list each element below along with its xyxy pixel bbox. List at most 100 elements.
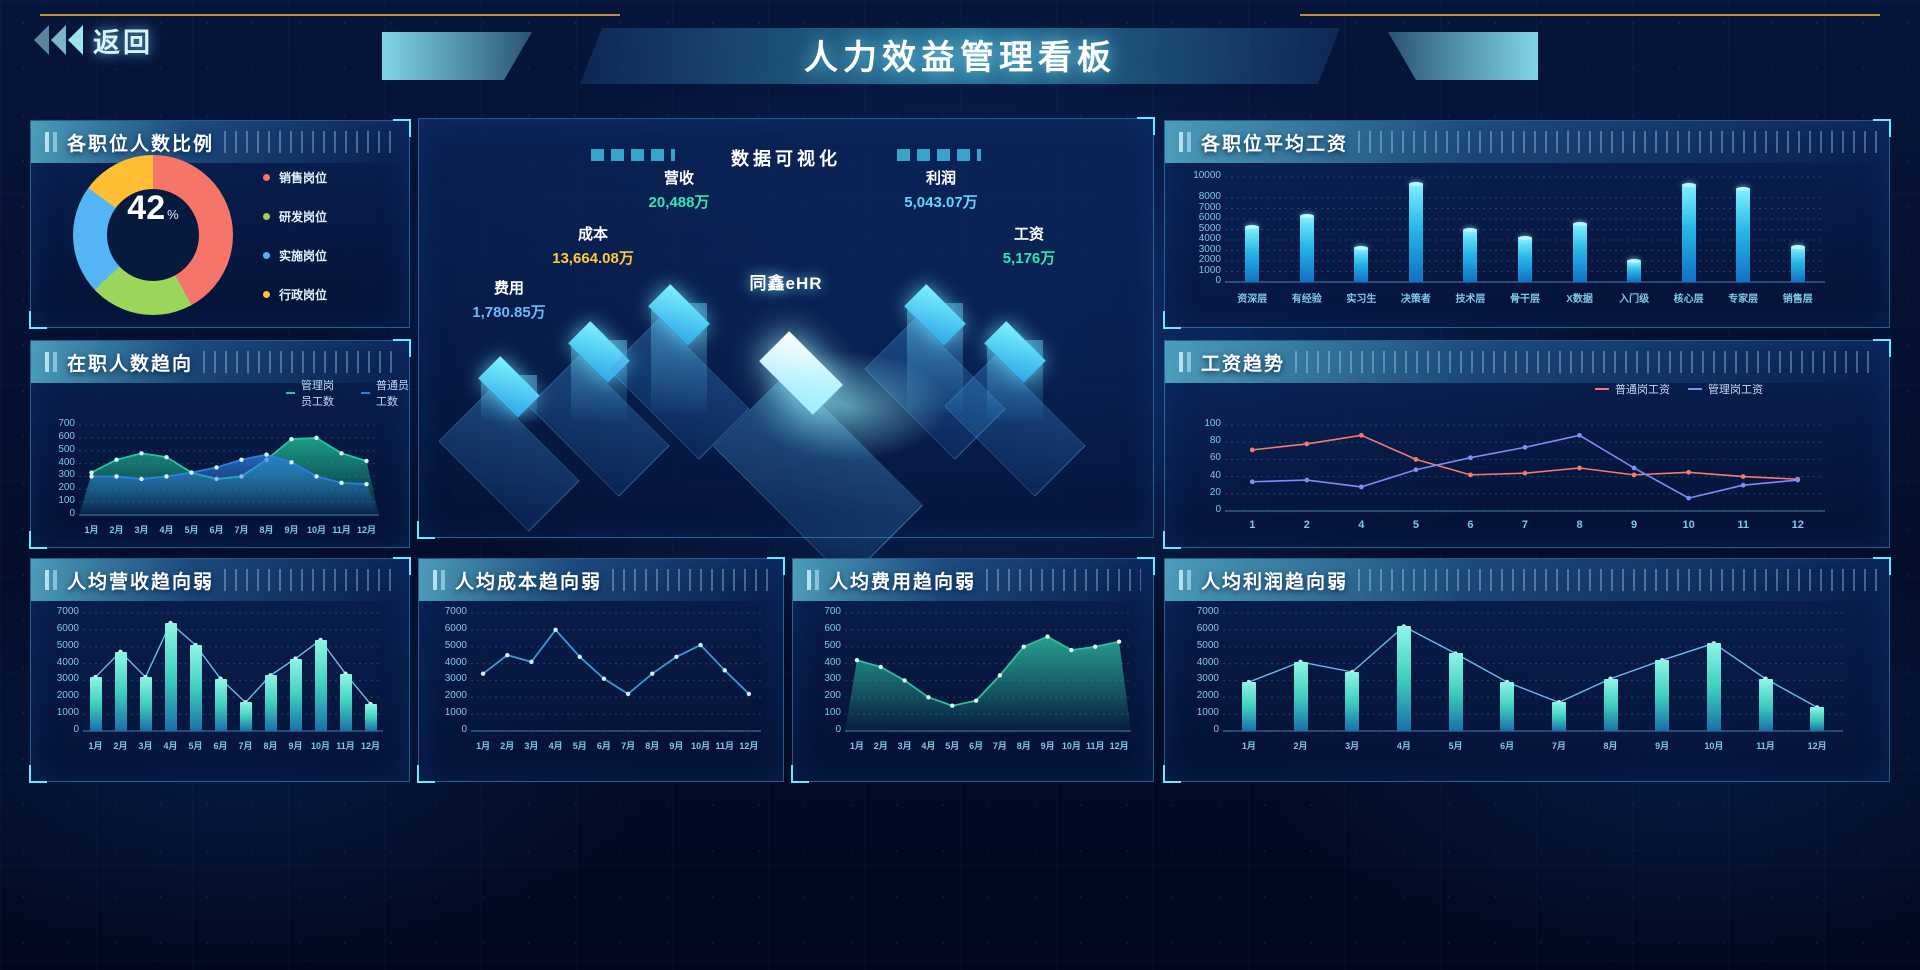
bar[interactable] [289,658,302,731]
x-axis-tick: 8月 [259,525,274,535]
bar[interactable] [1463,229,1478,282]
chart-revenue-per-capita[interactable]: 0 1000 2000 3000 4000 5000 6000 7000 1月 2月 3月 4月 5月 6… [31,601,411,783]
bar[interactable] [214,678,227,731]
bar[interactable] [1736,188,1751,282]
x-axis-tick: 12 [1791,519,1804,531]
bar[interactable] [1681,185,1696,282]
y-axis-tick: 700 [58,418,75,429]
chart-cost-per-capita[interactable]: 0 1000 2000 3000 4000 5000 6000 7000 1月 2月 3月 4月 5月 6… [419,601,785,783]
bar[interactable] [1758,678,1773,731]
legend-label: 普通岗工资 [1615,384,1670,396]
x-axis-tick: 4月 [159,525,174,535]
x-axis-tick: 9月 [669,741,684,751]
bar[interactable] [364,704,377,731]
x-axis-tick: 10月 [691,741,711,751]
bar[interactable] [189,645,202,731]
bar[interactable] [239,702,252,731]
x-axis-tick: 1月 [476,741,491,751]
bar[interactable] [1706,643,1721,731]
bar[interactable] [339,673,352,731]
y-axis-tick: 6000 [1198,212,1221,223]
y-axis-tick: 4000 [1196,656,1219,668]
y-axis-tick: 5000 [1196,639,1219,651]
y-axis-tick: 5000 [56,639,79,651]
bar[interactable] [139,677,152,731]
chart-profit-per-capita[interactable]: 0 1000 2000 3000 4000 5000 6000 7000 1月 2月 3月 4月 5月 6… [1165,601,1891,783]
panel-title-expense-per-capita: 人均费用趋向弱 [829,571,977,593]
bar[interactable] [1627,261,1642,282]
bar[interactable] [1293,661,1308,731]
chart-salary-trend[interactable]: 0 20 40 60 80 100 1 2 4 5 6 7 8 9 10 11 12 普通岗工资 管理岗工资 [1165,383,1891,549]
x-axis-tick: 入门级 [1619,294,1650,305]
x-axis-tick: 7月 [234,525,249,535]
bar[interactable] [1572,224,1587,282]
legend-color-dot [263,291,270,298]
donut-legend-item[interactable]: 行政岗位 [263,286,327,303]
panel-header: 各职位平均工资 [1165,121,1889,163]
x-axis-tick: 12月 [1807,741,1827,751]
bar[interactable] [114,651,127,731]
bar[interactable] [89,677,102,731]
x-axis-tick: 9月 [284,525,299,535]
bar[interactable] [1551,702,1566,731]
y-axis-tick: 100 [1204,418,1221,429]
x-axis-tick: 4月 [921,741,936,751]
donut-legend-item[interactable]: 实施岗位 [263,247,327,264]
x-axis-tick: 10月 [306,525,326,535]
bar-cap [1245,225,1260,230]
donut-chart[interactable]: 42 % [73,155,233,315]
bar[interactable] [1241,682,1256,731]
bar[interactable] [164,623,177,731]
x-axis-tick: 7 [1521,519,1529,531]
bar[interactable] [1518,237,1532,282]
x-axis-tick: 专家层 [1728,294,1759,305]
donut-legend-item[interactable]: 销售岗位 [263,169,327,186]
bar-cap [1572,222,1587,227]
y-axis-tick: 200 [58,482,75,494]
x-axis-tick: 5 [1412,519,1419,531]
bar[interactable] [314,639,327,731]
bar[interactable] [1603,678,1618,731]
legend-item[interactable]: 普通岗工资 [1595,381,1670,397]
panel-header: 各职位人数比例 [31,121,409,163]
legend-label: 行政岗位 [279,288,328,302]
x-axis-tick: 资深层 [1237,294,1268,305]
donut-legend-item[interactable]: 研发岗位 [263,208,327,225]
bar[interactable] [1354,248,1369,282]
bar[interactable] [1299,215,1314,282]
bar[interactable] [1810,707,1825,731]
legend-item[interactable]: 普通员工数 [361,377,411,409]
chart-legend: 管理岗员工数 普通员工数 [286,377,411,409]
bar-cap [1463,227,1478,232]
x-axis-tick: 2月 [109,525,124,535]
back-button[interactable]: 返回 [34,12,214,68]
y-axis-tick: 6000 [56,622,79,634]
bar[interactable] [1345,672,1360,731]
bar[interactable] [1655,660,1670,731]
y-axis-tick: 1000 [1196,707,1219,719]
panel-title-salary-trend: 工资趋势 [1201,353,1286,375]
y-axis-tick: 5000 [444,639,467,651]
x-axis-tick: 1月 [849,741,864,751]
bar[interactable] [1396,626,1411,731]
bar[interactable] [1245,227,1260,282]
chart-expense-per-capita[interactable]: 0 100 200 300 400 500 600 700 1月 2月 3月 4月 5月 6月 7月 8月 9月… [793,601,1155,783]
bar[interactable] [1408,184,1423,282]
donut-center-unit: % [167,207,179,222]
header-hatch-deco [203,351,397,373]
y-axis-tick: 0 [835,724,841,735]
metric-value: 1,780.85万 [472,304,546,321]
legend-item[interactable]: 管理岗员工数 [286,377,343,409]
legend-item[interactable]: 管理岗工资 [1688,381,1763,397]
panel-title-headcount-trend: 在职人数趋向 [67,353,194,375]
x-axis-tick: 3月 [138,741,153,751]
bar[interactable] [1790,247,1805,282]
header-hatch-deco [1358,131,1877,153]
chart-avg-salary[interactable]: 0 1000 2000 3000 4000 5000 6000 7000 8000 10000 资深… [1165,163,1891,329]
bar[interactable] [1448,653,1463,731]
header-hatch-deco [1358,569,1877,591]
bar[interactable] [1500,682,1515,731]
chart-headcount-trend[interactable]: 0 100 200 300 400 500 600 700 1月 2月 3月 4月 5月 6月 7月 8月 9月… [31,380,411,549]
y-axis-tick: 80 [1209,435,1221,447]
bar[interactable] [264,675,277,731]
